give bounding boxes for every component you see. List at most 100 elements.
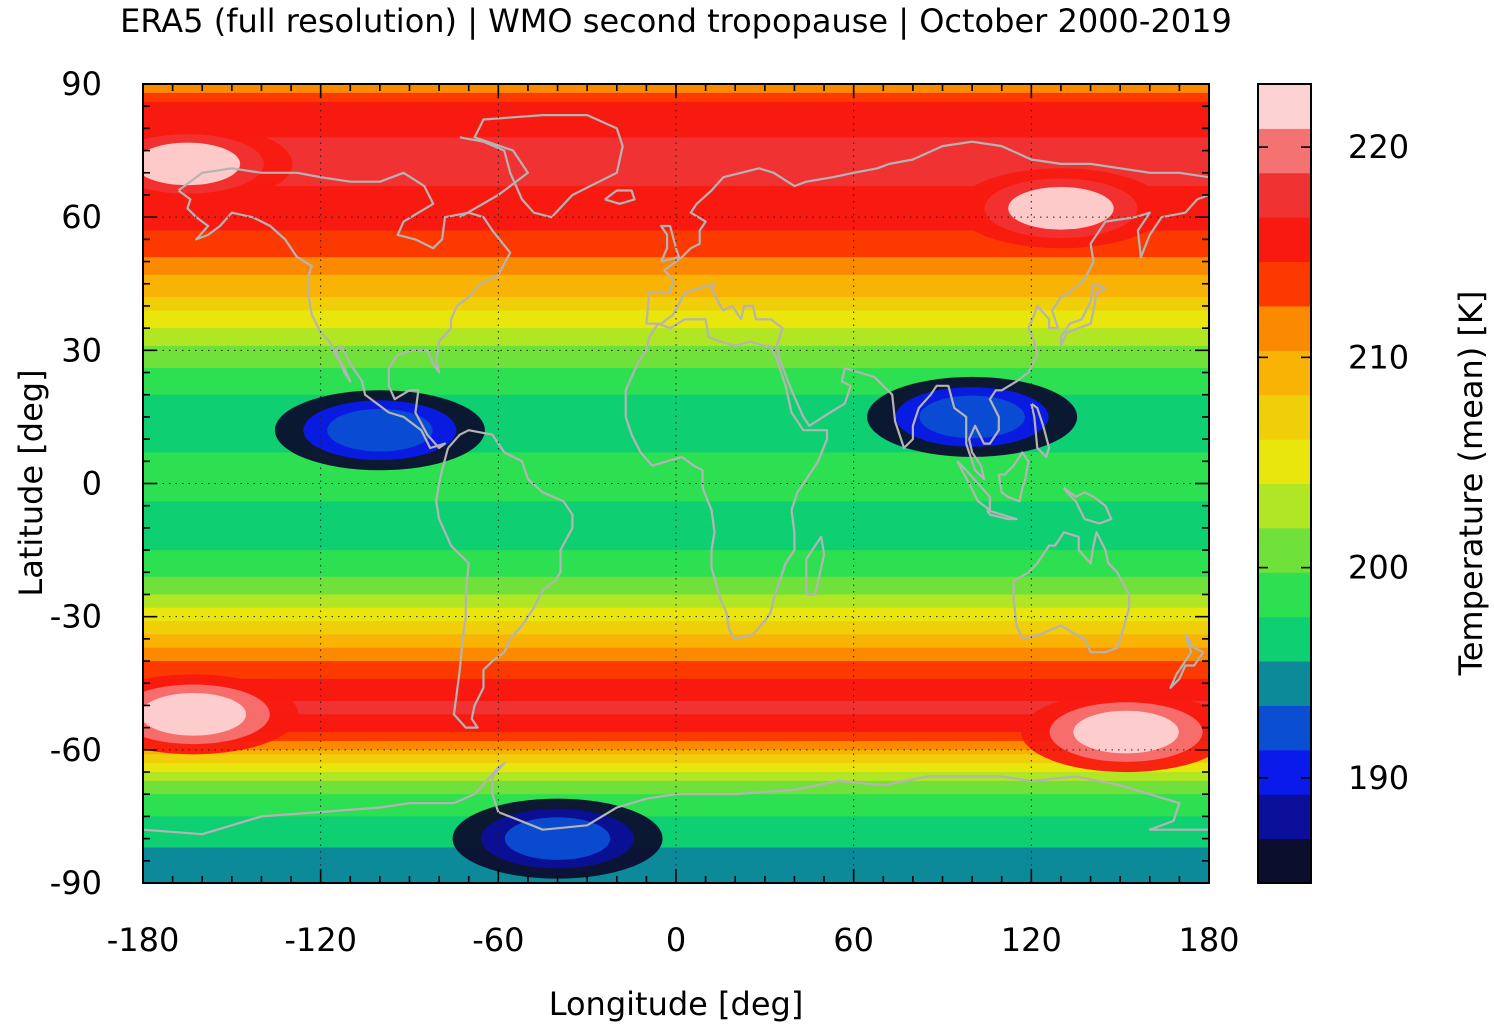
colorbar-swatch xyxy=(1258,661,1311,706)
temperature-band xyxy=(143,434,1209,440)
temperature-band xyxy=(143,594,1209,600)
colorbar-swatch xyxy=(1258,794,1311,840)
temperature-band xyxy=(143,421,1209,427)
temperature-band xyxy=(143,119,1209,125)
temperature-band xyxy=(143,847,1209,853)
temperature-band xyxy=(143,150,1209,156)
temperature-band xyxy=(143,159,1209,165)
temperature-band xyxy=(143,692,1209,698)
temperature-band xyxy=(143,221,1209,227)
anomaly-patch xyxy=(143,693,247,736)
colorbar-swatch xyxy=(1258,527,1311,573)
temperature-band xyxy=(143,496,1209,502)
temperature-band xyxy=(143,345,1209,351)
colorbar-swatch xyxy=(1258,749,1311,795)
temperature-band xyxy=(143,328,1209,334)
temperature-band xyxy=(143,279,1209,285)
temperature-band xyxy=(143,385,1209,391)
colorbar-tick-label: 200 xyxy=(1348,549,1409,587)
temperature-band xyxy=(143,314,1209,320)
temperature-band xyxy=(143,678,1209,684)
colorbar-swatch xyxy=(1258,572,1311,618)
anomaly-patch xyxy=(1073,710,1179,754)
x-axis-label: Longitude [deg] xyxy=(549,985,804,1023)
temperature-band xyxy=(143,865,1209,871)
colorbar-swatch xyxy=(1258,84,1311,129)
coastline xyxy=(985,509,1018,521)
colorbar-tick-label: 190 xyxy=(1348,759,1409,797)
x-tick-label: -180 xyxy=(107,921,180,959)
temperature-band xyxy=(143,363,1209,369)
temperature-band xyxy=(143,709,1209,715)
temperature-band xyxy=(143,785,1209,791)
temperature-band xyxy=(143,643,1209,649)
coastline xyxy=(956,460,992,512)
colorbar xyxy=(1258,84,1311,884)
temperature-band xyxy=(143,408,1209,414)
temperature-band xyxy=(143,794,1209,800)
colorbar-swatch xyxy=(1258,217,1311,263)
temperature-band xyxy=(143,390,1209,396)
temperature-band xyxy=(143,523,1209,529)
temperature-band xyxy=(143,585,1209,591)
temperature-band xyxy=(143,203,1209,209)
temperature-band xyxy=(143,811,1209,818)
temperature-band xyxy=(143,106,1209,112)
temperature-band xyxy=(143,567,1209,573)
coastline xyxy=(646,193,1209,481)
coastline xyxy=(645,140,1209,324)
temperature-band xyxy=(143,607,1209,613)
temperature-band xyxy=(143,696,1209,702)
anomaly-patch xyxy=(143,142,241,186)
temperature-band xyxy=(143,652,1209,658)
temperature-band xyxy=(143,572,1209,578)
temperature-band xyxy=(143,510,1209,516)
temperature-band xyxy=(143,727,1209,733)
y-tick-label: -30 xyxy=(50,598,102,636)
coastline xyxy=(459,113,624,219)
temperature-band xyxy=(143,137,1209,143)
coastline xyxy=(805,535,826,596)
temperature-band xyxy=(143,581,1209,587)
colorbar-swatch xyxy=(1258,128,1311,174)
coastline xyxy=(997,451,1030,503)
anomaly-patch xyxy=(504,817,611,860)
temperature-band xyxy=(143,301,1209,307)
x-tick-label: 180 xyxy=(1178,921,1239,959)
y-tick-label: 60 xyxy=(61,198,102,236)
temperature-band xyxy=(143,265,1209,272)
temperature-band xyxy=(143,767,1209,773)
x-tick-label: 120 xyxy=(1001,921,1062,959)
coastline xyxy=(1012,531,1131,654)
temperature-band xyxy=(143,447,1209,454)
temperature-band xyxy=(143,123,1209,129)
coastline xyxy=(1169,633,1205,689)
chart-title: ERA5 (full resolution) | WMO second trop… xyxy=(120,2,1232,40)
axis-ticks xyxy=(142,83,1210,884)
temperature-band xyxy=(143,625,1209,631)
temperature-band xyxy=(143,194,1209,201)
temperature-band xyxy=(143,519,1209,525)
temperature-band xyxy=(143,274,1209,280)
temperature-band xyxy=(143,412,1209,418)
temperature-band xyxy=(143,736,1209,742)
temperature-band xyxy=(143,443,1209,449)
colorbar-swatch xyxy=(1258,483,1311,529)
temperature-band xyxy=(143,190,1209,196)
y-tick-label: 0 xyxy=(82,465,102,503)
temperature-band xyxy=(143,292,1209,298)
temperature-band xyxy=(143,598,1209,604)
temperature-band xyxy=(143,168,1209,174)
y-tick-label: -90 xyxy=(50,864,102,902)
temperature-band xyxy=(143,501,1209,507)
temperature-band xyxy=(143,638,1209,644)
colorbar-swatch xyxy=(1258,705,1311,751)
temperature-band xyxy=(143,372,1209,378)
colorbar-swatch xyxy=(1258,394,1311,440)
temperature-band xyxy=(143,612,1209,618)
temperature-band xyxy=(143,701,1209,707)
temperature-band xyxy=(143,505,1209,511)
y-tick-label: 30 xyxy=(61,331,102,369)
colorbar-tick-label: 220 xyxy=(1348,128,1409,166)
temperature-band xyxy=(143,177,1209,183)
